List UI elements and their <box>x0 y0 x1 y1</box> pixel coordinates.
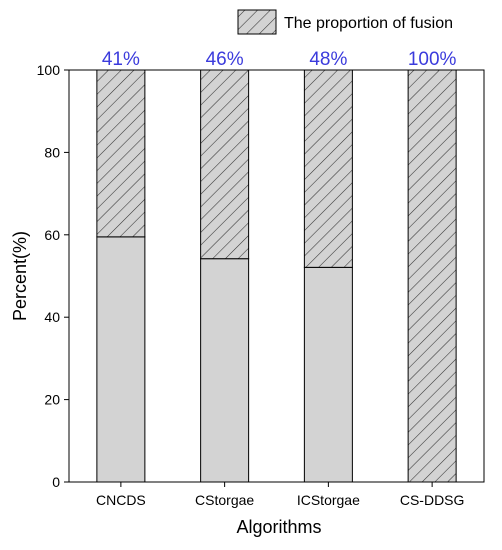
y-axis-title: Percent(%) <box>10 231 30 321</box>
bar-CStorgae-segment-0 <box>200 258 250 483</box>
legend: The proportion of fusion <box>237 9 453 35</box>
bar-CNCDS-segment-0 <box>96 236 146 483</box>
y-tick-label-40: 40 <box>44 309 60 325</box>
data-label-CNCDS: 41% <box>102 49 140 70</box>
bar-ICStorgae-segment-0 <box>303 266 353 483</box>
plot-area: 0 20 40 60 80 100 CNCDS 41% CStorgae 46% ICStorgae… <box>37 49 485 508</box>
data-label-CStorgae: 46% <box>206 49 244 70</box>
data-label-ICStorgae: 48% <box>309 49 347 70</box>
bar-CNCDS-segment-1 <box>96 69 146 238</box>
y-tick-label-20: 20 <box>44 392 60 408</box>
data-label-CS-DDSG: 100% <box>408 49 457 70</box>
legend-label: The proportion of fusion <box>284 15 453 32</box>
bar-ICStorgae-segment-1 <box>303 69 353 268</box>
x-tick-label-CStorgae: CStorgae <box>195 492 254 508</box>
bar-CS-DDSG-segment-1 <box>407 69 457 483</box>
plot-frame <box>68 69 485 483</box>
x-tick-label-ICStorgae: ICStorgae <box>297 492 360 508</box>
y-tick-label-0: 0 <box>52 474 60 490</box>
y-tick-label-100: 100 <box>37 62 61 78</box>
x-axis-title: Algorithms <box>236 517 321 537</box>
y-tick-label-80: 80 <box>44 144 60 160</box>
x-tick-label-CNCDS: CNCDS <box>96 492 146 508</box>
bar-CStorgae-segment-1 <box>200 69 250 260</box>
y-tick-label-60: 60 <box>44 227 60 243</box>
legend-swatch <box>237 9 277 35</box>
x-tick-label-CS-DDSG: CS-DDSG <box>400 492 465 508</box>
